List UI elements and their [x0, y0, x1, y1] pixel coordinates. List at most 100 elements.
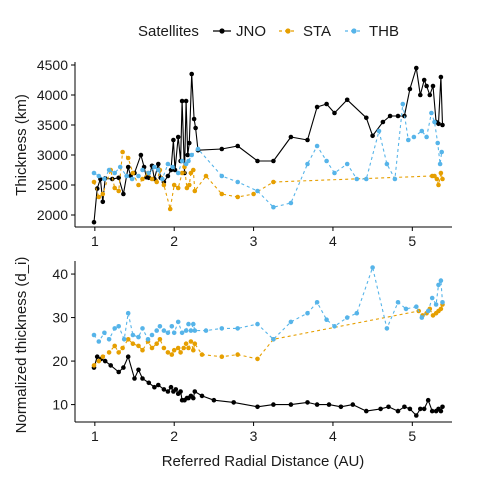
- data-point-thb: [183, 328, 189, 333]
- data-point-thb: [171, 330, 177, 336]
- data-point-jno: [425, 397, 431, 403]
- data-point-thb: [154, 328, 159, 333]
- data-point-jno: [424, 83, 429, 89]
- data-point-thb: [433, 302, 439, 307]
- data-point-sta: [188, 339, 194, 344]
- data-point-jno: [344, 97, 350, 103]
- data-point-jno: [326, 402, 332, 407]
- data-point-jno: [324, 101, 329, 107]
- data-point-jno: [414, 413, 419, 418]
- data-point-jno: [332, 110, 337, 116]
- data-point-sta: [140, 347, 145, 353]
- data-point-thb: [149, 332, 155, 338]
- legend-label-jno: JNO: [236, 23, 266, 40]
- data-point-thb: [203, 328, 209, 333]
- data-point-jno: [171, 137, 176, 143]
- data-point-sta: [167, 206, 173, 212]
- data-point-sta: [438, 306, 444, 312]
- data-point-jno: [125, 164, 131, 170]
- data-point-thb: [370, 265, 375, 270]
- data-point-thb: [91, 170, 97, 176]
- data-point-thb: [411, 134, 417, 140]
- data-point-thb: [157, 324, 163, 329]
- x-tick-label: 1: [91, 233, 99, 249]
- data-point-thb: [129, 176, 135, 182]
- legend-label-thb: THB: [369, 23, 399, 40]
- data-point-thb: [191, 321, 196, 327]
- data-point-sta: [235, 194, 240, 200]
- data-point-sta: [91, 363, 97, 368]
- data-point-sta: [203, 173, 209, 179]
- data-point-thb: [219, 326, 225, 331]
- data-point-thb: [400, 101, 406, 107]
- data-point-thb: [195, 146, 201, 152]
- data-point-thb: [432, 119, 437, 125]
- data-point-thb: [102, 176, 107, 182]
- data-point-thb: [364, 176, 369, 182]
- data-point-jno: [219, 146, 225, 152]
- data-point-jno: [364, 115, 369, 121]
- data-point-sta: [271, 179, 276, 185]
- data-point-jno: [100, 199, 106, 205]
- data-point-thb: [179, 158, 185, 164]
- data-point-jno: [438, 408, 444, 414]
- data-point-thb: [140, 326, 145, 331]
- data-point-thb: [170, 164, 175, 170]
- data-point-jno: [402, 404, 407, 410]
- data-point-jno: [380, 119, 386, 125]
- data-point-jno: [140, 376, 145, 381]
- data-point-thb: [186, 158, 191, 164]
- y-tick-label: 2500: [37, 177, 68, 193]
- data-point-sta: [91, 179, 97, 185]
- data-point-thb: [112, 326, 117, 331]
- data-point-jno: [175, 134, 181, 140]
- data-point-sta: [251, 191, 256, 197]
- data-point-jno: [165, 173, 171, 179]
- data-point-jno: [108, 363, 113, 368]
- data-point-jno: [231, 400, 236, 405]
- legend-label-sta: STA: [303, 23, 331, 40]
- data-point-sta: [191, 167, 196, 173]
- data-point-jno: [407, 86, 413, 92]
- y-tick-label: 40: [52, 266, 68, 282]
- data-point-thb: [344, 161, 350, 167]
- x-tick-label: 3: [250, 428, 258, 444]
- data-point-jno: [255, 158, 260, 164]
- data-point-jno: [429, 408, 435, 414]
- legend-title: Satellites: [138, 23, 199, 40]
- data-point-sta: [100, 191, 106, 197]
- data-point-thb: [324, 158, 329, 164]
- y-axis-title-bottom: Normalized thickness (d_i): [13, 257, 30, 434]
- data-point-sta: [96, 194, 102, 200]
- data-point-sta: [235, 352, 240, 357]
- data-point-thb: [344, 315, 350, 320]
- data-point-jno: [91, 219, 97, 225]
- data-point-sta: [255, 356, 260, 362]
- legend-swatch-point: [285, 28, 291, 34]
- data-point-sta: [191, 347, 196, 353]
- data-point-jno: [418, 92, 423, 98]
- data-point-sta: [438, 170, 444, 176]
- data-point-thb: [424, 134, 429, 140]
- data-point-sta: [125, 155, 131, 161]
- data-point-thb: [96, 173, 102, 179]
- y-tick-label: 30: [52, 310, 68, 326]
- data-point-sta: [179, 170, 185, 176]
- data-point-thb: [332, 324, 337, 329]
- data-point-jno: [146, 380, 152, 386]
- data-point-thb: [376, 128, 382, 134]
- data-point-thb: [354, 176, 360, 182]
- x-tick-label: 4: [329, 428, 337, 444]
- data-point-sta: [187, 182, 192, 188]
- data-point-jno: [255, 404, 260, 410]
- data-point-sta: [154, 341, 159, 347]
- data-point-thb: [419, 128, 425, 134]
- data-point-thb: [305, 161, 310, 167]
- data-point-sta: [136, 343, 141, 349]
- data-point-jno: [121, 191, 126, 197]
- y-tick-label: 4000: [37, 87, 68, 103]
- data-point-thb: [255, 321, 260, 327]
- data-point-sta: [436, 182, 441, 188]
- data-point-jno: [314, 402, 320, 407]
- data-point-jno: [386, 404, 391, 410]
